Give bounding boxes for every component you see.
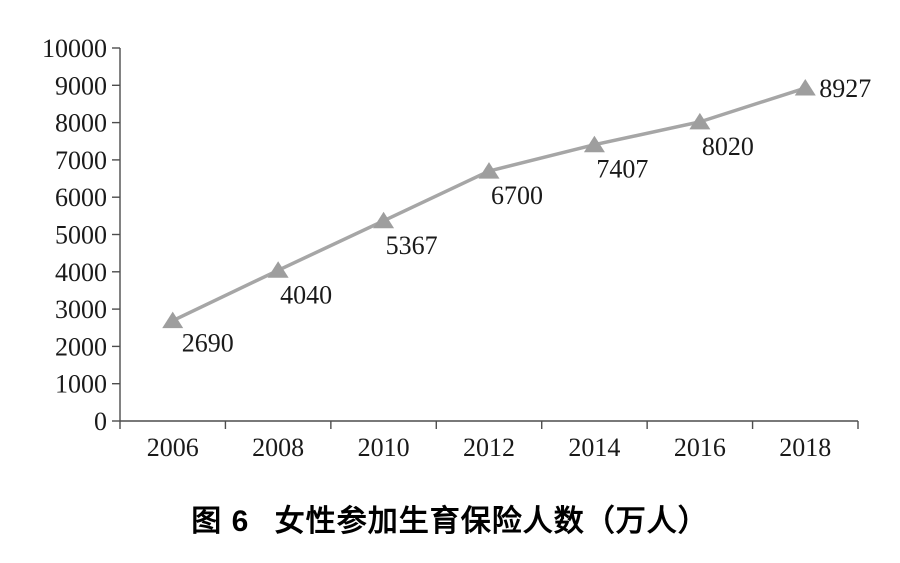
x-tick-label: 2010: [358, 433, 410, 462]
figure-caption: 图 6 女性参加生育保险人数（万人）: [0, 496, 900, 540]
y-tick-label: 3000: [55, 295, 107, 324]
y-tick-label: 2000: [55, 332, 107, 361]
data-point-label: 8020: [702, 132, 754, 161]
y-tick-label: 8000: [55, 109, 107, 138]
x-tick-label: 2008: [252, 433, 304, 462]
data-point-label: 4040: [280, 280, 332, 309]
line-chart: 0 1000 2000 3000 4000 5000 6000 7000 8000 9000 100…: [42, 34, 871, 462]
data-point-label: 6700: [491, 181, 543, 210]
y-tick-label: 4000: [55, 258, 107, 287]
chart-area: 0 1000 2000 3000 4000 5000 6000 7000 8000 9000 100…: [42, 34, 871, 462]
data-point-marker: [267, 261, 289, 278]
data-point-marker: [689, 112, 711, 130]
data-point-label: 2690: [182, 329, 234, 358]
x-tick-label: 2006: [147, 433, 199, 462]
data-point-label: 8927: [819, 74, 871, 103]
x-tick-label: 2018: [779, 433, 831, 462]
y-tick-label: 6000: [55, 183, 107, 212]
data-point-marker: [478, 162, 500, 179]
x-tick-label: 2012: [463, 433, 515, 462]
series-line: [171, 86, 806, 323]
y-tick-label: 1000: [55, 370, 107, 399]
y-tick-label: 5000: [55, 221, 107, 250]
data-point-label: 5367: [386, 231, 438, 260]
data-point-marker: [583, 135, 605, 153]
y-tick-label: 9000: [55, 71, 107, 100]
data-point-marker: [162, 311, 184, 329]
data-point-marker: [794, 79, 816, 96]
y-tick-label: 10000: [42, 34, 107, 63]
x-tick-label: 2014: [568, 433, 620, 462]
y-tick-label: 0: [94, 407, 107, 436]
y-tick-label: 7000: [55, 146, 107, 175]
data-point-marker: [373, 211, 395, 229]
x-tick-label: 2016: [674, 433, 726, 462]
data-point-label: 7407: [596, 155, 648, 184]
figure-number: 图 6: [191, 505, 250, 538]
figure-title: 女性参加生育保险人数（万人）: [274, 505, 709, 538]
